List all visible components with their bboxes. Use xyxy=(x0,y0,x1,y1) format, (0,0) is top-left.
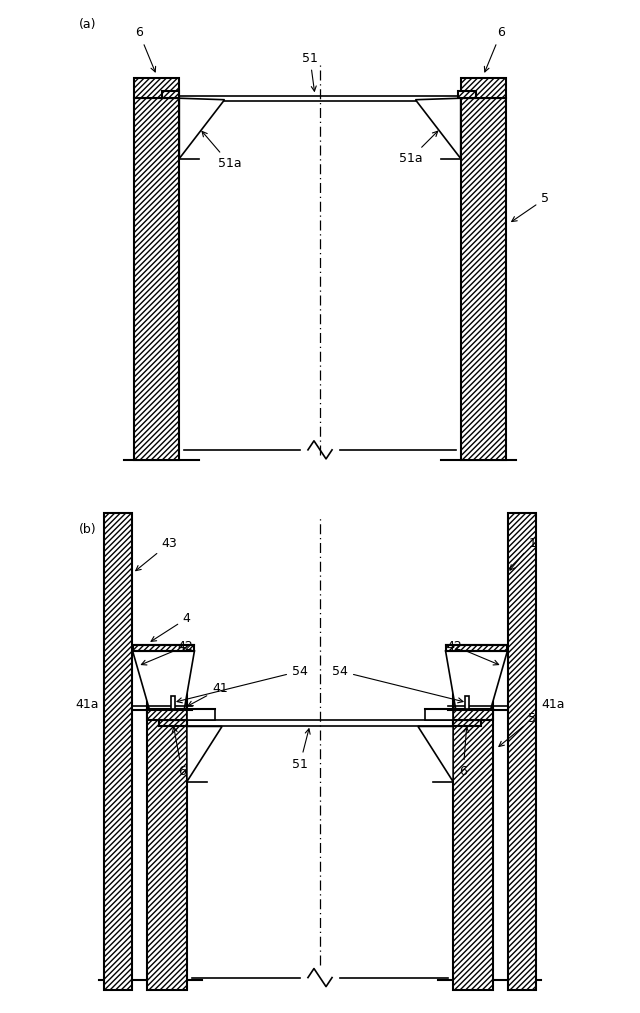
Polygon shape xyxy=(147,709,187,720)
Polygon shape xyxy=(162,91,179,98)
Text: 51a: 51a xyxy=(399,132,438,165)
Polygon shape xyxy=(159,720,187,726)
Polygon shape xyxy=(445,644,508,651)
Polygon shape xyxy=(461,98,506,460)
Polygon shape xyxy=(461,78,506,98)
Polygon shape xyxy=(415,98,461,158)
Text: (a): (a) xyxy=(79,18,97,30)
Text: 6: 6 xyxy=(460,727,468,778)
Text: 54: 54 xyxy=(332,665,463,703)
Polygon shape xyxy=(171,696,175,709)
Text: 5: 5 xyxy=(512,192,549,222)
Polygon shape xyxy=(187,709,214,720)
Polygon shape xyxy=(445,651,508,709)
Text: 5: 5 xyxy=(499,712,536,747)
Polygon shape xyxy=(187,726,222,782)
Polygon shape xyxy=(453,658,493,990)
Polygon shape xyxy=(147,658,187,990)
Text: 51: 51 xyxy=(292,728,310,771)
Polygon shape xyxy=(134,78,179,98)
Polygon shape xyxy=(453,720,481,726)
Polygon shape xyxy=(132,644,195,651)
Polygon shape xyxy=(179,98,225,158)
Text: 51a: 51a xyxy=(202,132,241,170)
Text: 4: 4 xyxy=(151,612,191,641)
Text: 41: 41 xyxy=(188,682,228,706)
Text: (b): (b) xyxy=(79,523,97,536)
Polygon shape xyxy=(508,513,536,990)
Text: 51: 51 xyxy=(302,52,318,91)
Text: 1: 1 xyxy=(510,537,536,570)
Polygon shape xyxy=(418,726,453,782)
Text: 42: 42 xyxy=(141,639,193,665)
Polygon shape xyxy=(426,709,453,720)
Text: 43: 43 xyxy=(136,537,177,570)
Text: 6: 6 xyxy=(172,727,186,778)
Polygon shape xyxy=(104,513,132,990)
Polygon shape xyxy=(132,651,195,709)
Text: 41a: 41a xyxy=(76,698,99,711)
Polygon shape xyxy=(453,709,493,720)
Text: 54: 54 xyxy=(177,665,308,703)
Text: 6: 6 xyxy=(135,26,156,72)
Polygon shape xyxy=(465,696,469,709)
Polygon shape xyxy=(458,91,476,98)
Polygon shape xyxy=(134,98,179,460)
Text: 42: 42 xyxy=(447,639,499,665)
Text: 6: 6 xyxy=(484,26,505,72)
Text: 41a: 41a xyxy=(541,698,564,711)
